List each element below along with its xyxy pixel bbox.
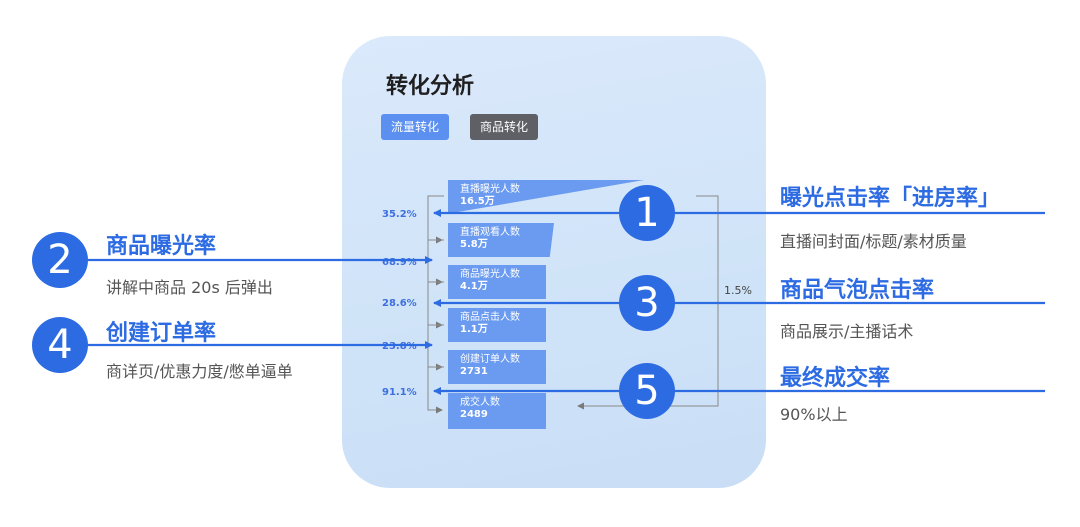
callout-4-desc: 商详页/优惠力度/憋单逼单 — [106, 362, 293, 381]
callout-1-title: 曝光点击率「进房率」 — [780, 186, 1001, 211]
tab-traffic-conversion[interactable]: 流量转化 — [381, 114, 450, 140]
callout-5-desc: 90%以上 — [780, 405, 848, 424]
step-1-circle: 1 — [619, 185, 675, 241]
conversion-panel — [342, 36, 766, 488]
rate-label: 91.1% — [382, 387, 417, 398]
callout-1-desc: 直播间封面/标题/素材质量 — [780, 232, 967, 251]
tab-product-conversion[interactable]: 商品转化 — [470, 114, 539, 140]
stage-label: 直播观看人数 — [460, 227, 520, 238]
panel-title: 转化分析 — [386, 74, 475, 99]
callout-3-desc: 商品展示/主播话术 — [780, 322, 914, 341]
stage-value: 1.1万 — [460, 324, 488, 335]
stage-label: 成交人数 — [460, 397, 500, 408]
stage-label: 创建订单人数 — [460, 354, 520, 365]
callout-3-title: 商品气泡点击率 — [780, 278, 935, 303]
rate-label: 35.2% — [382, 209, 417, 220]
funnel-bar-product-clicks: 商品点击人数 1.1万 — [448, 308, 546, 342]
callout-4-title: 创建订单率 — [106, 321, 217, 346]
rate-label: 28.6% — [382, 298, 417, 309]
step-bracket — [427, 195, 444, 244]
step-4-circle: 4 — [32, 317, 88, 373]
step-2-circle: 2 — [32, 232, 88, 288]
stage-label: 商品曝光人数 — [460, 269, 520, 280]
rate-label: 23.8% — [382, 341, 417, 352]
stage-value: 4.1万 — [460, 281, 488, 292]
callout-2-title: 商品曝光率 — [106, 234, 217, 259]
stage-value: 16.5万 — [460, 196, 495, 207]
rate-label: 68.9% — [382, 257, 417, 268]
stage-value: 5.8万 — [460, 239, 488, 250]
funnel-bar-live-views: 直播观看人数 5.8万 — [448, 223, 554, 257]
stage-value: 2489 — [460, 409, 488, 420]
step-bracket — [427, 366, 444, 414]
funnel-bar-orders: 创建订单人数 2731 — [448, 350, 546, 384]
callout-5-title: 最终成交率 — [780, 366, 891, 391]
stage-value: 2731 — [460, 366, 488, 377]
step-3-circle: 3 — [619, 275, 675, 331]
step-5-circle: 5 — [619, 363, 675, 419]
funnel-bar-product-exposure: 商品曝光人数 4.1万 — [448, 265, 546, 299]
funnel-bar-deals: 成交人数 2489 — [448, 393, 546, 429]
stage-label: 商品点击人数 — [460, 312, 520, 323]
stage-label: 直播曝光人数 — [460, 184, 520, 195]
callout-2-desc: 讲解中商品 20s 后弹出 — [106, 278, 273, 297]
overall-rate-label: 1.5% — [724, 284, 752, 297]
